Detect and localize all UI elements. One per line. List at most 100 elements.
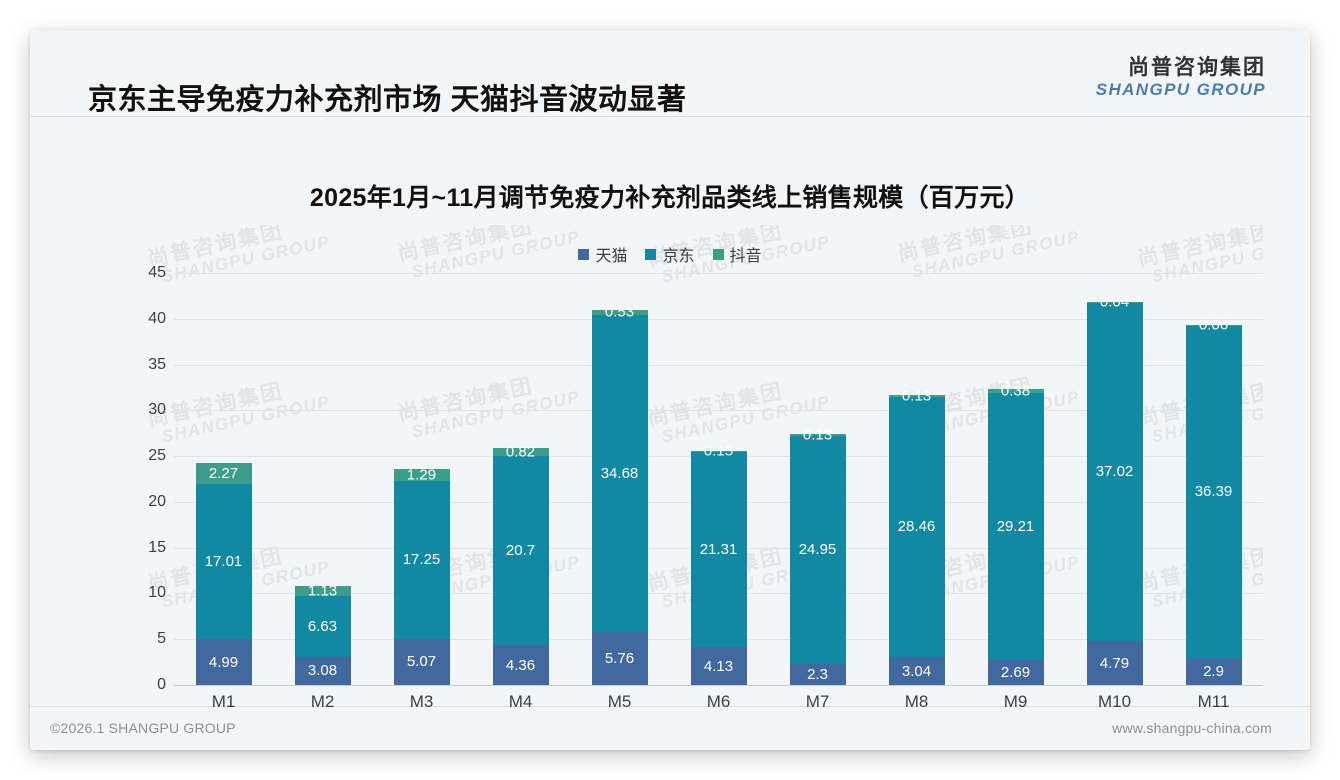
chart-bars: 4.99 17.01 2.27 3.08 6.63 1.13 5.07 17.25 1.29 4.… [174, 273, 1263, 685]
bar-segment-2[interactable]: 0.53 [591, 305, 648, 320]
y-axis-tick-label: 20 [148, 492, 166, 510]
bar-segment-1[interactable]: 17.01 [195, 483, 252, 640]
bar-segment-2[interactable]: 0.38 [987, 384, 1044, 399]
bar-value-label: 2.27 [208, 464, 239, 482]
y-axis-tick-label: 40 [148, 309, 166, 327]
bar-stack: 2.3 24.95 0.13 [789, 427, 846, 685]
legend-label: 抖音 [729, 248, 762, 265]
bar-column-m8[interactable]: 3.04 28.46 0.13 [867, 273, 966, 685]
brand-logo: 尚普咨询集团 SHANGPU GROUP [1096, 56, 1266, 99]
legend-label: 京东 [662, 248, 695, 265]
bar-stack: 2.9 36.39 0.06 [1185, 318, 1242, 685]
bar-column-m6[interactable]: 4.13 21.31 0.15 [669, 273, 768, 685]
bar-segment-0[interactable]: 4.79 [1086, 641, 1143, 685]
bar-column-m11[interactable]: 2.9 36.39 0.06 [1164, 273, 1263, 685]
x-axis-tick-label: M5 [607, 692, 632, 711]
bar-column-m10[interactable]: 4.79 37.02 0.04 [1065, 273, 1164, 685]
bar-value-label: 0.04 [1099, 293, 1130, 311]
y-axis-tick-label: 5 [157, 630, 166, 648]
bar-column-m3[interactable]: 5.07 17.25 1.29 [372, 273, 471, 685]
bar-value-label: 0.82 [505, 443, 536, 461]
bar-value-label: 5.07 [406, 653, 437, 671]
x-axis-tick-label: M8 [904, 692, 929, 711]
bar-segment-0[interactable]: 3.08 [294, 656, 351, 685]
legend-item-1[interactable]: 京东 [645, 242, 695, 266]
bar-value-label: 0.13 [802, 426, 833, 444]
bar-segment-0[interactable]: 2.9 [1185, 658, 1242, 685]
bar-column-m2[interactable]: 3.08 6.63 1.13 [273, 273, 372, 685]
bar-stack: 3.08 6.63 1.13 [294, 582, 351, 685]
bar-segment-0[interactable]: 4.13 [690, 647, 747, 685]
bar-value-label: 20.7 [505, 541, 536, 559]
bar-segment-1[interactable]: 36.39 [1185, 325, 1242, 659]
bar-value-label: 6.63 [307, 617, 338, 635]
bar-stack: 4.36 20.7 0.82 [492, 444, 549, 685]
x-axis-tick-label: M3 [409, 692, 434, 711]
bar-value-label: 1.13 [307, 582, 338, 600]
bar-value-label: 4.13 [703, 657, 734, 675]
bar-segment-2[interactable]: 0.13 [789, 427, 846, 442]
bar-segment-0[interactable]: 2.69 [987, 660, 1044, 685]
legend-item-0[interactable]: 天猫 [578, 242, 627, 266]
slide-card: 京东主导免疫力补充剂市场 天猫抖音波动显著 尚普咨询集团 SHANGPU GRO… [30, 30, 1310, 750]
bar-segment-1[interactable]: 20.7 [492, 455, 549, 646]
y-axis-tick-label: 35 [148, 355, 166, 373]
bar-column-m7[interactable]: 2.3 24.95 0.13 [768, 273, 867, 685]
bar-value-label: 0.15 [703, 442, 734, 460]
bar-segment-0[interactable]: 5.76 [591, 632, 648, 685]
bar-value-label: 2.69 [1000, 664, 1031, 682]
bar-segment-1[interactable]: 17.25 [393, 480, 450, 639]
bar-segment-2[interactable]: 1.29 [393, 467, 450, 482]
bar-value-label: 0.53 [604, 303, 635, 321]
bar-value-label: 4.79 [1099, 654, 1130, 672]
bar-value-label: 37.02 [1095, 463, 1134, 481]
bar-segment-1[interactable]: 24.95 [789, 435, 846, 664]
bar-segment-2[interactable]: 0.06 [1185, 318, 1242, 333]
bar-segment-2[interactable]: 0.13 [888, 389, 945, 404]
bar-segment-1[interactable]: 6.63 [294, 596, 351, 657]
bar-segment-1[interactable]: 34.68 [591, 314, 648, 633]
bar-value-label: 2.3 [807, 665, 828, 683]
legend-label: 天猫 [595, 248, 628, 265]
bar-column-m5[interactable]: 5.76 34.68 0.53 [570, 273, 669, 685]
page-title: 京东主导免疫力补充剂市场 天猫抖音波动显著 [88, 84, 687, 116]
chart-legend: 天猫 京东 抖音 [30, 242, 1310, 266]
bar-stack: 5.76 34.68 0.53 [591, 305, 648, 685]
y-axis-tick-label: 10 [148, 584, 166, 602]
bar-segment-0[interactable]: 4.99 [195, 639, 252, 685]
bar-segment-1[interactable]: 28.46 [888, 396, 945, 658]
bar-column-m1[interactable]: 4.99 17.01 2.27 [174, 273, 273, 685]
bar-segment-1[interactable]: 29.21 [987, 392, 1044, 661]
gridline [174, 685, 1263, 686]
x-axis-tick-label: M11 [1197, 692, 1230, 711]
x-axis-tick-label: M7 [805, 692, 830, 711]
bar-segment-1[interactable]: 21.31 [690, 452, 747, 648]
bar-segment-2[interactable]: 2.27 [195, 462, 252, 484]
bar-segment-1[interactable]: 37.02 [1086, 302, 1143, 642]
y-axis-tick-label: 45 [148, 264, 166, 281]
bar-value-label: 17.01 [204, 552, 243, 570]
y-axis-tick-label: 25 [148, 447, 166, 465]
bar-segment-0[interactable]: 2.3 [789, 663, 846, 685]
legend-item-2[interactable]: 抖音 [712, 242, 762, 266]
bar-value-label: 3.08 [307, 662, 338, 680]
y-axis-tick-label: 15 [148, 538, 166, 556]
gridline [174, 410, 1263, 412]
bar-segment-0[interactable]: 5.07 [393, 638, 450, 685]
bar-stack: 4.99 17.01 2.27 [195, 462, 252, 685]
legend-swatch-icon [712, 248, 724, 260]
bar-value-label: 2.9 [1203, 663, 1224, 681]
bar-stack: 4.13 21.31 0.15 [690, 444, 747, 685]
bar-segment-2[interactable]: 0.15 [690, 444, 747, 459]
bar-column-m4[interactable]: 4.36 20.7 0.82 [471, 273, 570, 685]
bar-segment-2[interactable]: 0.82 [492, 444, 549, 459]
bar-column-m9[interactable]: 2.69 29.21 0.38 [966, 273, 1065, 685]
bar-segment-0[interactable]: 3.04 [888, 657, 945, 685]
x-axis-tick-label: M9 [1003, 692, 1028, 711]
gridline [174, 364, 1263, 366]
bar-value-label: 0.13 [901, 387, 932, 405]
bar-segment-2[interactable]: 1.13 [294, 582, 351, 600]
bar-segment-0[interactable]: 4.36 [492, 645, 549, 685]
legend-swatch-icon [578, 248, 590, 260]
